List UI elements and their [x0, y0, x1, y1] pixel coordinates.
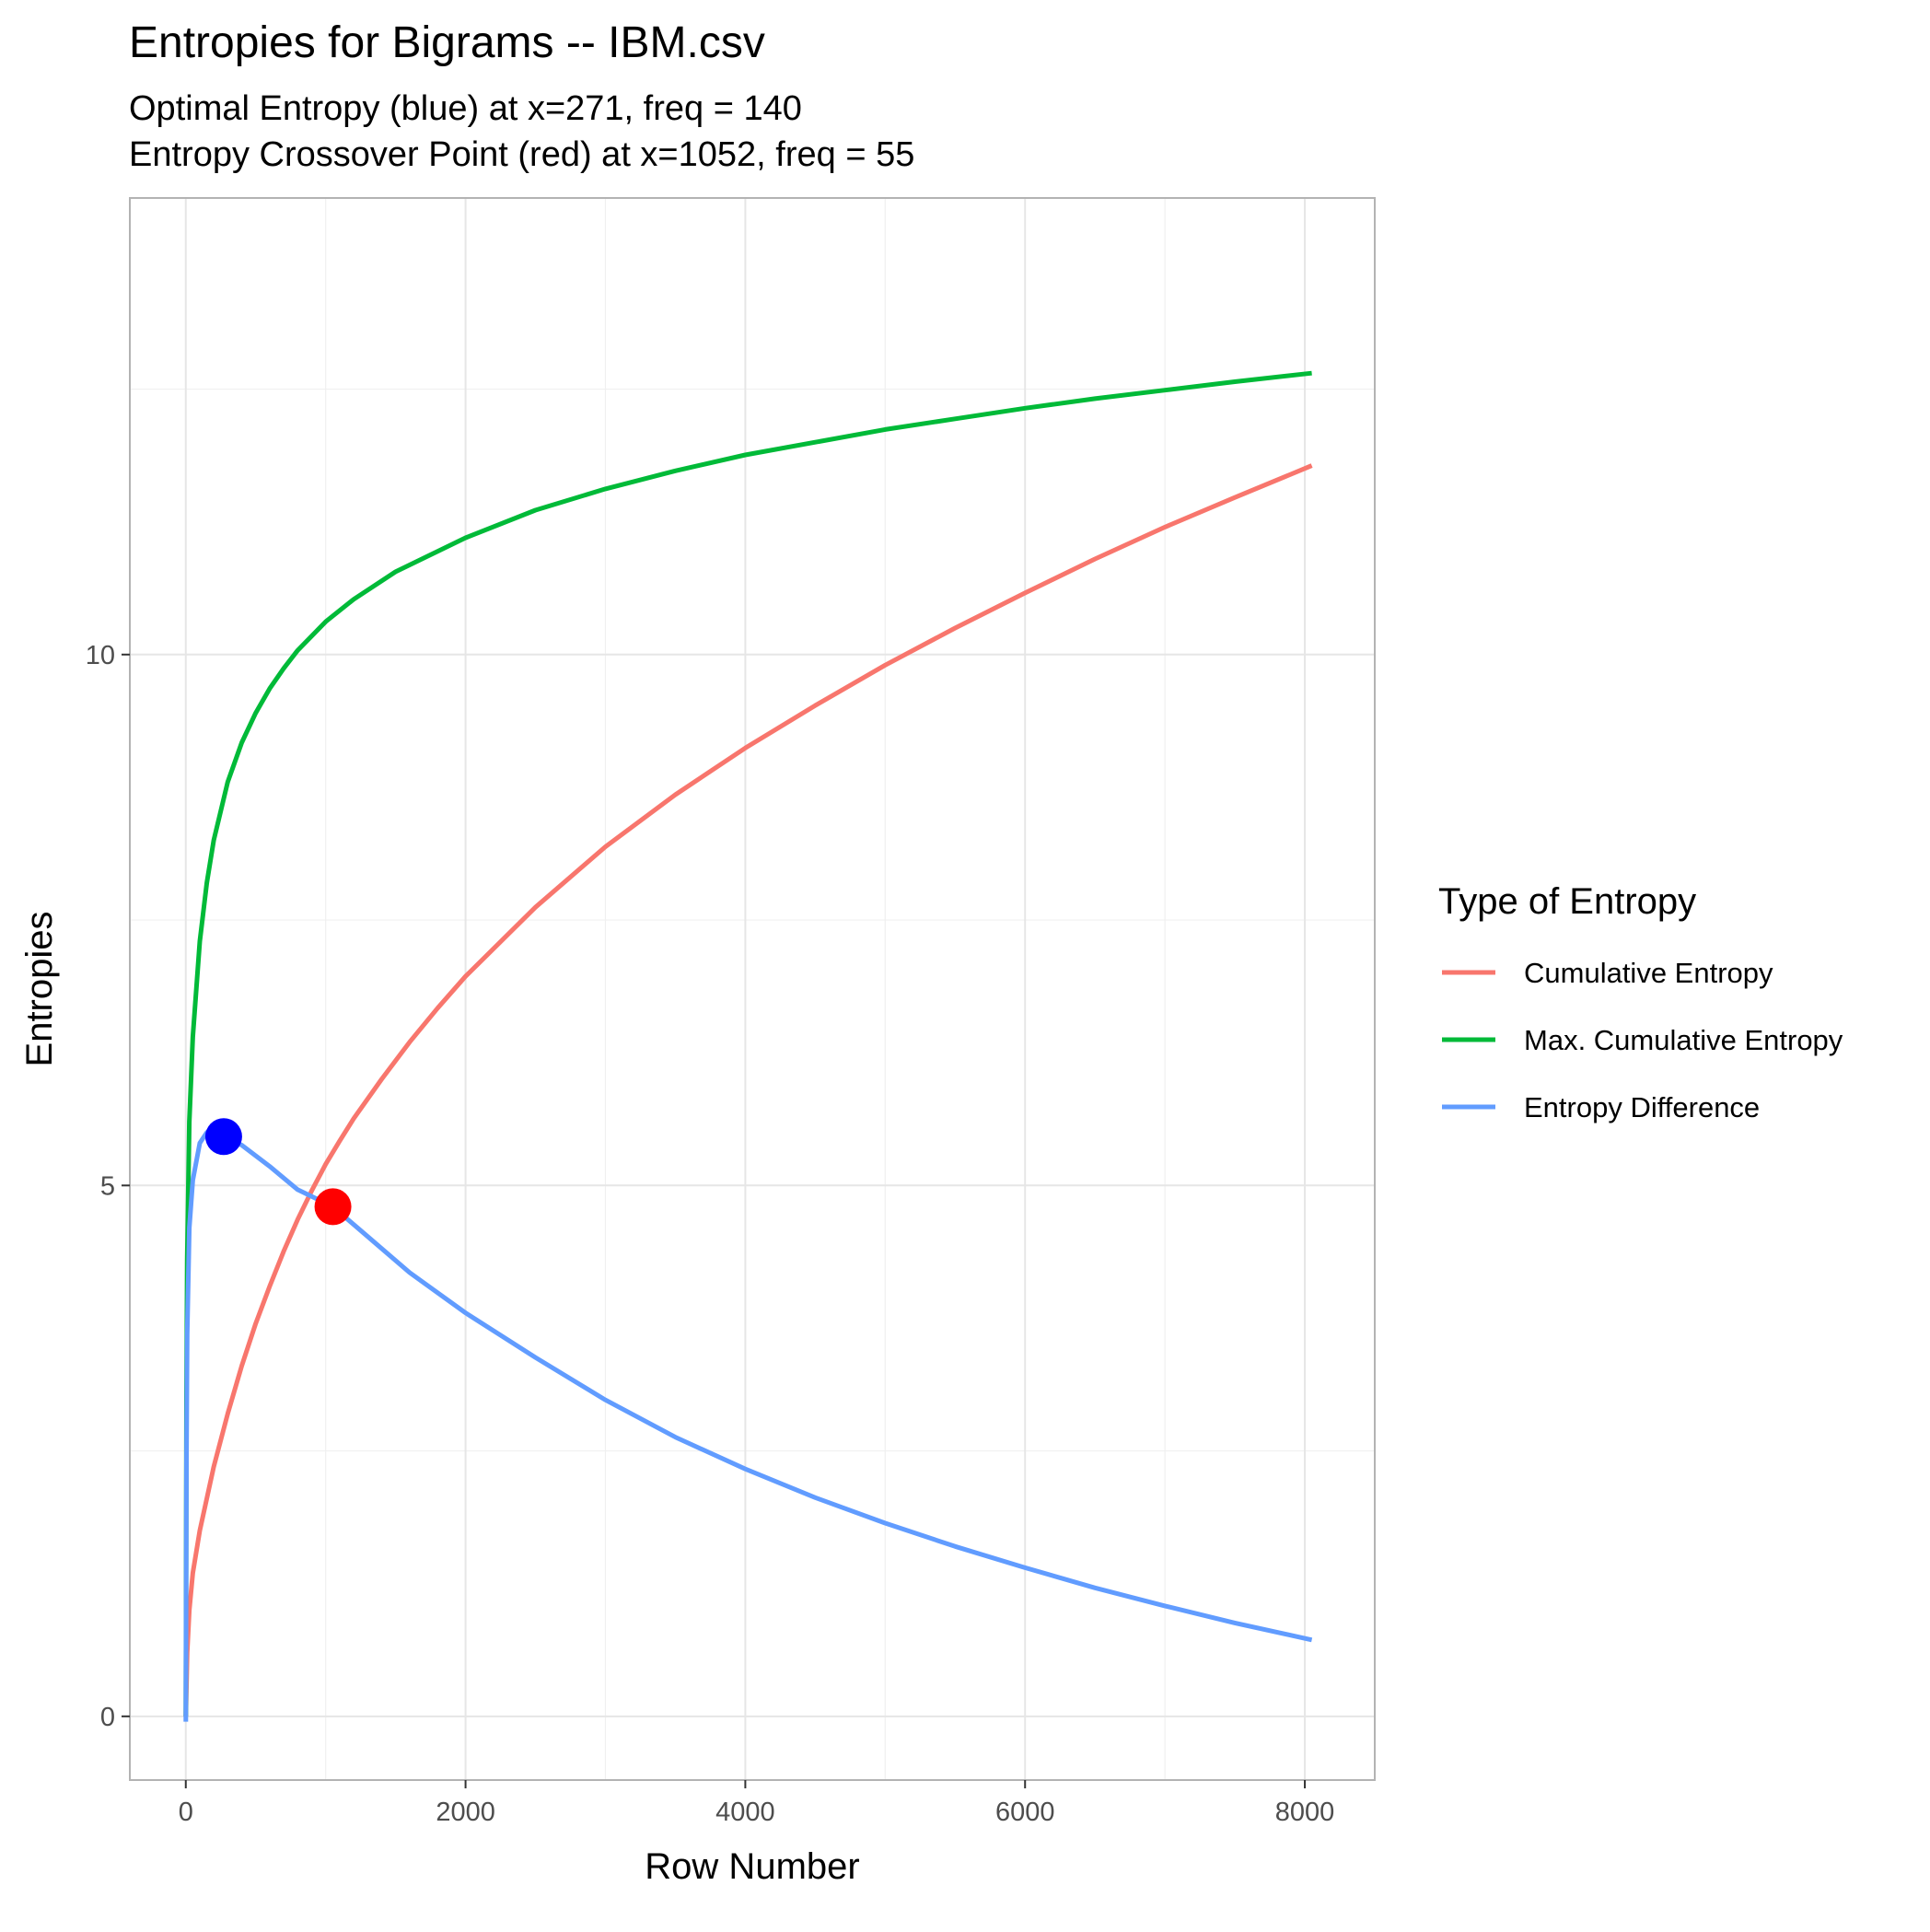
series-line-cumulative-entropy: [183, 463, 1313, 1717]
chart-subtitle-line-2: Entropy Crossover Point (red) at x=1052,…: [129, 135, 914, 174]
y-tick-label: 10: [86, 641, 115, 670]
panel-border: [129, 197, 1376, 1781]
x-tick-label: 6000: [995, 1798, 1055, 1827]
point-entropy-crossover-point: [314, 1188, 352, 1226]
highlight-points: [204, 1118, 352, 1226]
series-lines: [183, 370, 1313, 1722]
x-tick-label: 8000: [1275, 1798, 1335, 1827]
x-tick-label: 2000: [436, 1798, 495, 1827]
y-axis-ticks: 0 5 10: [86, 641, 130, 1732]
y-tick-label: 0: [100, 1703, 115, 1732]
legend-items: Cumulative Entropy Max. Cumulative Entrop…: [1442, 957, 1843, 1123]
series-line-entropy-difference: [183, 1127, 1313, 1722]
legend-title: Type of Entropy: [1438, 881, 1696, 922]
x-axis-title: Row Number: [645, 1846, 859, 1887]
legend: Type of Entropy Cumulative Entropy Max. C…: [1438, 881, 1843, 1123]
y-tick-label: 5: [100, 1171, 115, 1201]
y-axis-title: Entropies: [19, 912, 60, 1067]
legend-label-cumulative-entropy: Cumulative Entropy: [1524, 957, 1773, 989]
legend-label-entropy-difference: Entropy Difference: [1524, 1091, 1760, 1123]
x-tick-label: 0: [179, 1798, 193, 1827]
chart-title: Entropies for Bigrams -- IBM.csv: [129, 18, 765, 67]
point-optimal-entropy: [204, 1118, 242, 1156]
series-line-max-cumulative-entropy: [183, 370, 1312, 1717]
x-axis-ticks: 0 2000 4000 6000 8000: [179, 1780, 1335, 1827]
legend-label-max-cumulative-entropy: Max. Cumulative Entropy: [1524, 1024, 1843, 1056]
chart-subtitle-line-1: Optimal Entropy (blue) at x=271, freq = …: [129, 89, 802, 128]
x-tick-label: 4000: [715, 1798, 775, 1827]
grid: [130, 198, 1375, 1780]
